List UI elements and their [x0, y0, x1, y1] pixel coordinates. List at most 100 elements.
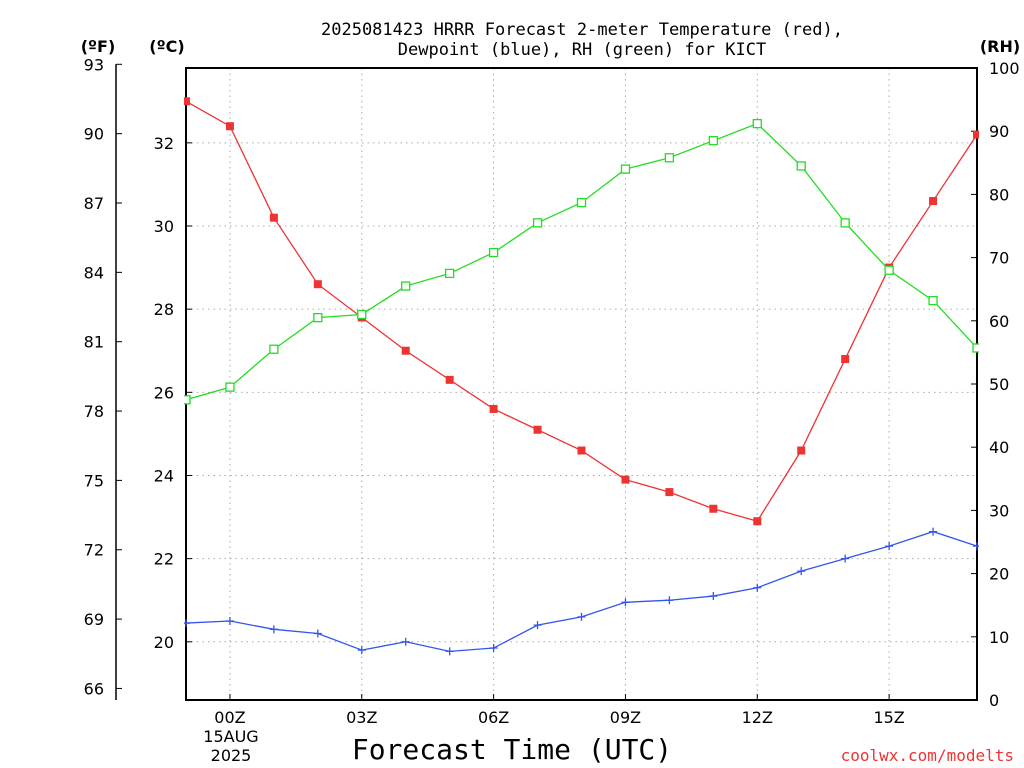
fahrenheit-tick-label: 66	[84, 679, 104, 698]
rh-tick-label: 100	[989, 59, 1020, 78]
dewpoint-point	[621, 598, 630, 607]
rh-point	[708, 136, 718, 146]
temperature-point	[621, 475, 630, 484]
dewpoint-point	[357, 646, 366, 655]
dewpoint-point	[709, 592, 718, 601]
x-tick-label: 00Z	[214, 708, 245, 727]
x-tick-label: 06Z	[478, 708, 509, 727]
fahrenheit-tick-label: 87	[84, 194, 104, 213]
celsius-tick-label: 22	[154, 550, 174, 569]
grid-lines	[186, 68, 977, 700]
dewpoint-point	[929, 527, 938, 536]
dewpoint-point	[401, 637, 410, 646]
rh-tick-label: 10	[989, 628, 1009, 647]
rh-point	[752, 118, 762, 129]
rh-tick-label: 80	[989, 185, 1009, 204]
rh-point	[576, 197, 587, 208]
celsius-tick-label: 32	[154, 134, 174, 153]
fahrenheit-tick-label: 72	[84, 541, 104, 560]
dewpoint-point	[973, 542, 979, 551]
rh-point	[840, 218, 850, 228]
temperature-point	[973, 130, 979, 139]
x-tick-label: 12Z	[742, 708, 773, 727]
rh-point	[445, 268, 455, 279]
rh-tick-label: 20	[989, 565, 1009, 584]
rh-point	[928, 295, 938, 306]
celsius-tick-label: 26	[154, 383, 174, 402]
watermark-link[interactable]: coolwx.com/modelts	[841, 746, 1014, 765]
date-label-day: 15AUG	[203, 727, 258, 746]
temperature-point	[929, 197, 938, 206]
dewpoint-point	[841, 554, 850, 563]
temperature-point	[401, 346, 410, 355]
temperature-point	[225, 122, 234, 131]
celsius-tick-label: 24	[154, 466, 174, 485]
rh-point	[269, 344, 279, 354]
x-tick-label: 09Z	[610, 708, 641, 727]
x-tick-label: 03Z	[346, 708, 377, 727]
rh-point	[357, 309, 367, 320]
rh-point	[664, 153, 675, 163]
temperature-line	[185, 100, 978, 522]
rh-point	[313, 312, 323, 323]
dewpoint-point	[533, 621, 542, 630]
fahrenheit-tick-label: 90	[84, 125, 104, 144]
rh-point	[620, 164, 631, 174]
plot-frame	[185, 67, 978, 701]
temperature-point	[269, 213, 278, 222]
fahrenheit-tick-label: 81	[84, 333, 104, 352]
fahrenheit-tick-label: 93	[84, 55, 104, 74]
rh-point	[796, 161, 806, 171]
dewpoint-point	[489, 644, 498, 653]
dewpoint-point	[885, 542, 894, 551]
fahrenheit-tick-label: 84	[84, 263, 104, 282]
rh-point	[401, 281, 411, 291]
date-label-year: 2025	[211, 746, 252, 765]
rh-point	[972, 343, 979, 353]
dewpoint-point	[753, 583, 762, 592]
rh-tick-label: 30	[989, 501, 1009, 520]
temperature-point	[445, 375, 454, 384]
temperature-point	[753, 517, 762, 526]
rh-point	[225, 382, 235, 392]
temperature-point	[489, 404, 498, 413]
rh-tick-label: 60	[989, 312, 1009, 331]
series-group	[184, 97, 979, 656]
rh-line	[185, 122, 978, 401]
rh-tick-label: 50	[989, 375, 1009, 394]
dewpoint-point	[577, 612, 586, 621]
rh-tick-label: 0	[989, 691, 999, 710]
data-series	[184, 97, 979, 656]
chart-axes	[115, 63, 978, 701]
dewpoint-point	[665, 596, 674, 605]
fahrenheit-tick-label: 78	[84, 402, 104, 421]
temperature-point	[313, 280, 322, 289]
temperature-point	[577, 446, 586, 455]
dewpoint-point	[313, 629, 322, 638]
temperature-point	[665, 488, 674, 497]
temperature-point	[533, 425, 542, 434]
celsius-tick-label: 30	[154, 217, 174, 236]
rh-tick-label: 40	[989, 438, 1009, 457]
celsius-tick-label: 20	[154, 633, 174, 652]
fahrenheit-tick-label: 69	[84, 610, 104, 629]
x-tick-label: 15Z	[873, 708, 904, 727]
fahrenheit-unit-label: (ºF)	[81, 37, 116, 56]
rh-point	[884, 265, 894, 275]
chart-title-line-2: Dewpoint (blue), RH (green) for KICT	[398, 40, 766, 60]
rh-tick-label: 90	[989, 122, 1009, 141]
temperature-point	[709, 504, 718, 513]
temperature-point	[841, 355, 850, 364]
dewpoint-line	[185, 530, 978, 653]
dewpoint-point	[797, 567, 806, 576]
dewpoint-point	[445, 647, 454, 656]
temperature-point	[797, 446, 806, 455]
rh-tick-label: 70	[989, 249, 1009, 268]
rh-point	[488, 247, 499, 258]
rh-point	[532, 218, 543, 228]
rh-point	[184, 395, 191, 405]
celsius-tick-label: 28	[154, 300, 174, 319]
rh-unit-label: (RH)	[980, 37, 1020, 56]
fahrenheit-tick-label: 75	[84, 471, 104, 490]
